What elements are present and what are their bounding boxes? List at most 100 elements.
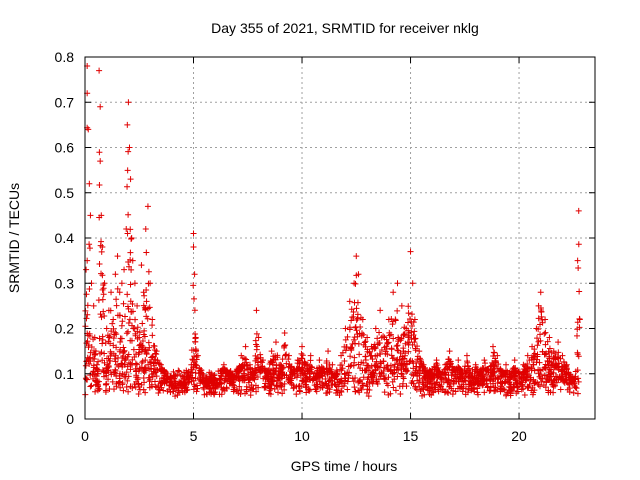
data-point (374, 335, 381, 342)
data-point (133, 374, 140, 381)
data-point (200, 378, 207, 385)
data-point (337, 378, 344, 385)
data-point (278, 383, 285, 390)
data-point (381, 334, 388, 341)
data-point (268, 375, 275, 382)
data-point (571, 383, 578, 390)
data-point (184, 369, 191, 376)
data-point (391, 361, 398, 368)
data-point (85, 126, 92, 133)
data-point (128, 235, 135, 241)
data-point (86, 245, 93, 252)
data-point (359, 316, 366, 323)
data-point (566, 381, 573, 388)
data-point (120, 344, 127, 351)
data-point (364, 386, 371, 393)
data-point (471, 370, 478, 377)
data-point (107, 369, 114, 376)
x-tick-label: 15 (403, 428, 419, 444)
data-point (262, 384, 269, 391)
data-point (192, 369, 199, 376)
data-point (389, 321, 396, 328)
data-point (537, 375, 544, 382)
data-point (241, 362, 248, 369)
data-point (95, 297, 102, 304)
data-point (82, 362, 89, 369)
data-point (533, 325, 540, 332)
data-point (442, 361, 449, 368)
data-point (186, 373, 193, 380)
data-point (334, 379, 341, 386)
data-point (373, 358, 380, 365)
data-point (310, 376, 317, 383)
data-point (410, 331, 417, 338)
data-point (203, 390, 210, 397)
data-point (156, 386, 163, 393)
data-point (574, 367, 581, 374)
data-point (346, 369, 353, 376)
y-axis-label: SRMTID / TECUs (6, 183, 22, 293)
data-point (521, 391, 528, 398)
data-point (452, 375, 459, 382)
data-point (99, 333, 106, 340)
data-point (285, 356, 292, 363)
data-point (385, 339, 392, 346)
data-point (267, 391, 274, 398)
data-point (131, 280, 138, 287)
data-point (532, 378, 539, 385)
data-point (422, 382, 429, 389)
data-point (119, 318, 126, 325)
data-point (101, 312, 108, 319)
data-point (383, 380, 390, 387)
data-point (100, 291, 107, 298)
data-point (398, 371, 405, 378)
data-point (118, 360, 125, 367)
data-point (398, 370, 405, 377)
data-point (329, 361, 336, 368)
data-point (542, 329, 549, 336)
data-point (541, 330, 548, 337)
data-point (264, 370, 271, 377)
data-point (109, 320, 116, 327)
data-point (138, 262, 145, 269)
data-point (288, 381, 295, 388)
data-point (125, 373, 132, 380)
data-point (90, 362, 97, 369)
data-point (506, 378, 513, 385)
data-point (149, 332, 156, 339)
data-point (354, 315, 361, 322)
data-point (428, 384, 435, 391)
data-point (299, 343, 306, 350)
data-point (101, 350, 108, 357)
data-point (511, 357, 518, 364)
data-point (149, 373, 156, 380)
data-point (307, 352, 314, 359)
data-point (106, 333, 113, 340)
data-point (296, 360, 303, 367)
data-point (399, 353, 406, 360)
data-point (158, 379, 165, 386)
data-point (93, 361, 100, 368)
data-point (149, 322, 156, 329)
data-point (526, 381, 533, 388)
data-point (240, 361, 247, 368)
data-point (550, 348, 557, 355)
data-point (96, 335, 103, 342)
data-point (99, 340, 106, 347)
data-point (98, 314, 105, 321)
data-point (348, 317, 355, 324)
data-point (269, 371, 276, 378)
data-point (476, 370, 483, 377)
data-point (535, 366, 542, 373)
data-point (170, 375, 177, 382)
data-point (545, 377, 552, 384)
data-point (381, 389, 388, 396)
data-point (166, 379, 173, 386)
data-point (481, 389, 488, 396)
data-point (124, 353, 131, 360)
data-point (492, 375, 499, 382)
data-point (200, 384, 207, 391)
data-point (463, 352, 470, 359)
data-point (99, 296, 106, 303)
y-tick-label: 0.1 (55, 366, 75, 382)
